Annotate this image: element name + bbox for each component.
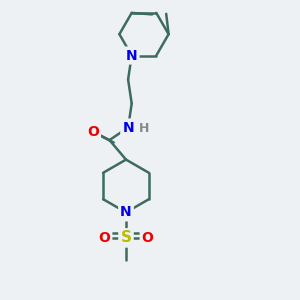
Text: N: N xyxy=(122,121,134,134)
Text: N: N xyxy=(126,49,137,62)
Text: O: O xyxy=(142,231,154,245)
Text: O: O xyxy=(87,125,99,139)
Text: O: O xyxy=(98,231,110,245)
Text: H: H xyxy=(139,122,149,136)
Text: S: S xyxy=(121,230,131,245)
Text: N: N xyxy=(120,206,132,219)
